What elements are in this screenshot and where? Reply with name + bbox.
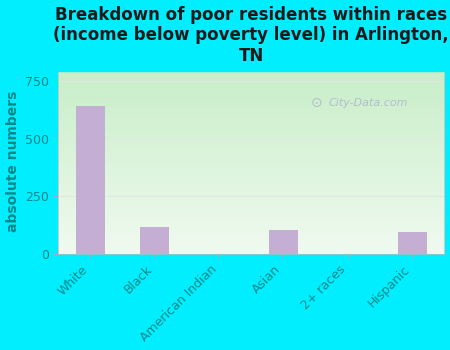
Bar — [76, 106, 105, 254]
Y-axis label: absolute numbers: absolute numbers — [5, 91, 19, 232]
Bar — [269, 230, 298, 254]
Text: City-Data.com: City-Data.com — [328, 98, 408, 108]
Title: Breakdown of poor residents within races
(income below poverty level) in Arlingt: Breakdown of poor residents within races… — [54, 6, 449, 65]
Bar — [140, 228, 169, 254]
Text: ⊙: ⊙ — [311, 96, 323, 110]
Bar — [398, 232, 427, 254]
